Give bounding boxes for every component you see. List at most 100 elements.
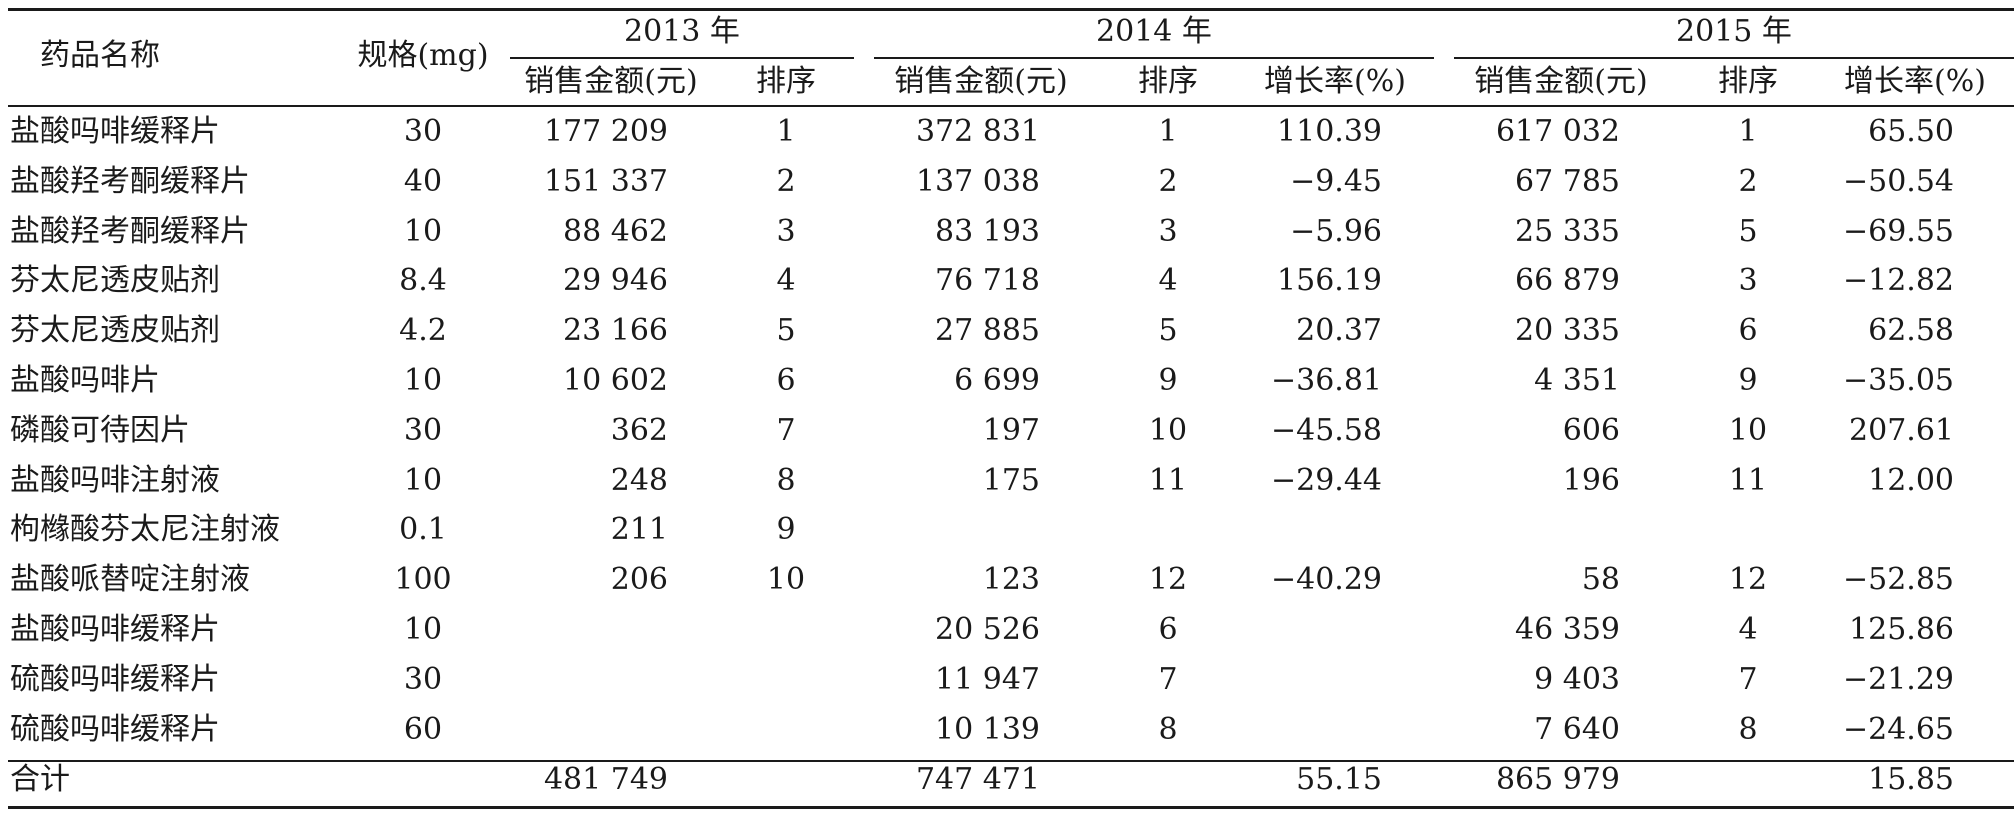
drug-name: 枸橼酸芬太尼注射液	[10, 512, 280, 547]
sales-2015: 67 785	[1515, 164, 1620, 199]
header-year-2014: 2014 年	[1096, 14, 1212, 49]
header-sales-2013: 销售金额(元)	[524, 64, 698, 99]
sales-2015: 4 351	[1534, 363, 1620, 398]
sales-2014: 123	[982, 562, 1040, 597]
rank-2015: 12	[1728, 562, 1768, 597]
rank-2014: 5	[1158, 313, 1178, 348]
sales-2014: 27 885	[935, 313, 1040, 348]
drug-name: 硫酸吗啡缓释片	[10, 712, 220, 747]
rank-2013: 10	[766, 562, 806, 597]
growth-2014: −9.45	[1290, 164, 1382, 199]
rank-2014: 9	[1158, 363, 1178, 398]
spec: 30	[403, 114, 443, 149]
rank-2014: 3	[1158, 214, 1178, 249]
drug-name: 芬太尼透皮贴剂	[10, 263, 220, 298]
growth-2015: −52.85	[1842, 562, 1954, 597]
growth-2014: 20.37	[1296, 313, 1382, 348]
growth-2015: 125.86	[1849, 612, 1954, 647]
rank-2014: 11	[1148, 463, 1188, 498]
subrule-2014	[874, 57, 1434, 59]
rank-2015: 10	[1728, 413, 1768, 448]
rank-2014: 12	[1148, 562, 1188, 597]
spec: 10	[403, 363, 443, 398]
sales-2013: 248	[610, 463, 668, 498]
sales-2014: 175	[982, 463, 1040, 498]
rank-2014: 4	[1158, 263, 1178, 298]
sales-2014: 20 526	[935, 612, 1040, 647]
sales-2014: 11 947	[935, 662, 1040, 697]
spec: 60	[403, 712, 443, 747]
total-sales-2015: 865 979	[1495, 762, 1620, 797]
sales-2013: 177 209	[543, 114, 668, 149]
drug-name: 盐酸吗啡注射液	[10, 463, 220, 498]
sales-2014: 372 831	[915, 114, 1040, 149]
rank-2014: 1	[1158, 114, 1178, 149]
growth-2015: −12.82	[1842, 263, 1954, 298]
growth-2015: 207.61	[1849, 413, 1954, 448]
growth-2015: −50.54	[1842, 164, 1954, 199]
header-year-2015: 2015 年	[1676, 14, 1792, 49]
spec: 0.1	[399, 512, 447, 547]
spec: 30	[403, 662, 443, 697]
spec: 4.2	[399, 313, 447, 348]
sales-2015: 25 335	[1515, 214, 1620, 249]
sales-2015: 20 335	[1515, 313, 1620, 348]
rank-2015: 6	[1738, 313, 1758, 348]
growth-2015: −35.05	[1842, 363, 1954, 398]
sales-2015: 617 032	[1495, 114, 1620, 149]
header-rank-2013: 排序	[756, 64, 816, 99]
rank-2013: 7	[776, 413, 796, 448]
growth-2015: −24.65	[1842, 712, 1954, 747]
rank-2013: 8	[776, 463, 796, 498]
sales-2013: 23 166	[563, 313, 668, 348]
spec: 100	[394, 562, 452, 597]
sales-2014: 197	[982, 413, 1040, 448]
spec: 10	[403, 214, 443, 249]
drug-name: 硫酸吗啡缓释片	[10, 662, 220, 697]
growth-2015: −69.55	[1842, 214, 1954, 249]
sales-2015: 606	[1562, 413, 1620, 448]
header-rank-2015: 排序	[1718, 64, 1778, 99]
growth-2015: 12.00	[1868, 463, 1954, 498]
rank-2014: 2	[1158, 164, 1178, 199]
rank-2015: 1	[1738, 114, 1758, 149]
growth-2014: −5.96	[1290, 214, 1382, 249]
growth-2014: 156.19	[1277, 263, 1382, 298]
header-rule	[8, 105, 2014, 107]
bottom-rule	[8, 806, 2014, 809]
sales-2014: 83 193	[935, 214, 1040, 249]
rank-2015: 5	[1738, 214, 1758, 249]
growth-2015: −21.29	[1842, 662, 1954, 697]
header-year-2013: 2013 年	[624, 14, 740, 49]
drug-name: 盐酸吗啡缓释片	[10, 114, 220, 149]
subrule-2015	[1454, 57, 2014, 59]
rank-2015: 3	[1738, 263, 1758, 298]
sales-2014: 137 038	[915, 164, 1040, 199]
header-rank-2014: 排序	[1138, 64, 1198, 99]
sales-2013: 211	[610, 512, 668, 547]
sales-2013: 29 946	[563, 263, 668, 298]
header-growth-2014: 增长率(%)	[1264, 64, 1406, 99]
sales-2014: 76 718	[935, 263, 1040, 298]
growth-2014: −40.29	[1270, 562, 1382, 597]
total-rule	[8, 760, 2014, 762]
drug-name: 盐酸吗啡缓释片	[10, 612, 220, 647]
sales-2013: 206	[610, 562, 668, 597]
total-growth-2015: 15.85	[1868, 762, 1954, 797]
rank-2013: 4	[776, 263, 796, 298]
sales-2015: 46 359	[1515, 612, 1620, 647]
rank-2015: 7	[1738, 662, 1758, 697]
drug-name: 芬太尼透皮贴剂	[10, 313, 220, 348]
header-drug-name: 药品名称	[40, 38, 160, 73]
sales-2014: 6 699	[954, 363, 1040, 398]
sales-2015: 66 879	[1515, 263, 1620, 298]
growth-2015: 65.50	[1868, 114, 1954, 149]
spec: 40	[403, 164, 443, 199]
drug-name: 盐酸哌替啶注射液	[10, 562, 250, 597]
rank-2015: 2	[1738, 164, 1758, 199]
rank-2013: 1	[776, 114, 796, 149]
spec: 10	[403, 463, 443, 498]
sales-2013: 362	[610, 413, 668, 448]
sales-2013: 151 337	[543, 164, 668, 199]
